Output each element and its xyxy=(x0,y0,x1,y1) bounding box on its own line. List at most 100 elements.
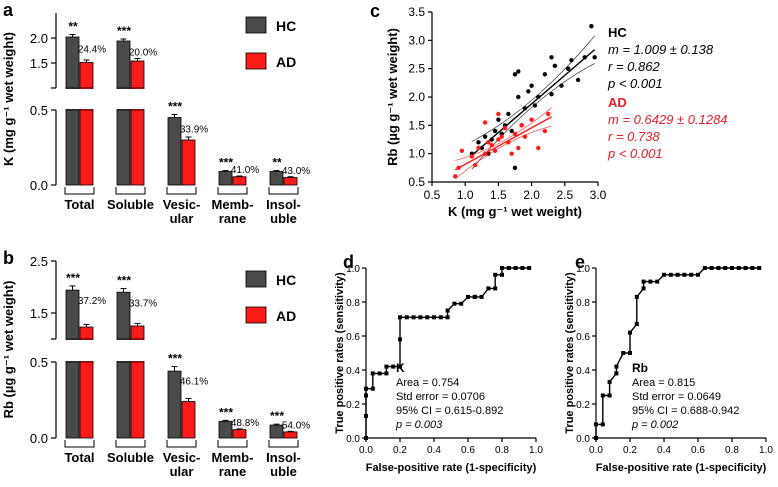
regression-stat-hc: r = 0.862 xyxy=(608,59,660,74)
axis-break-gap xyxy=(79,340,94,361)
x-category-label: ular xyxy=(170,211,194,226)
category-bracket xyxy=(166,187,197,195)
significance-marker: *** xyxy=(168,100,182,114)
roc-point xyxy=(493,272,498,277)
significance-marker: *** xyxy=(168,352,182,366)
x-tick-label: 1.0 xyxy=(759,445,773,456)
percent-decrease-label: 33.7% xyxy=(129,299,157,310)
bar-ad xyxy=(79,62,94,186)
y-tick-label: 1.5 xyxy=(30,56,48,71)
bar-ad xyxy=(181,139,196,186)
roc-point xyxy=(479,294,484,299)
axis-break-gap xyxy=(116,89,131,109)
scatter-point-hc xyxy=(506,111,511,117)
legend-swatch-hc xyxy=(245,270,267,288)
x-tick-label: 1.0 xyxy=(529,445,543,456)
y-tick-label: 1.0 xyxy=(408,147,425,161)
roc-area: Area = 0.754 xyxy=(396,377,459,389)
x-tick-label: 0.0 xyxy=(589,445,603,456)
x-tick-label: 2.0 xyxy=(523,188,540,202)
roc-std-error: Std error = 0.0706 xyxy=(396,391,485,403)
y-tick-label: 0.5 xyxy=(30,103,48,118)
legend-swatch-hc xyxy=(245,16,267,34)
x-category-label: Soluble xyxy=(107,450,154,465)
x-tick-label: 0.5 xyxy=(424,188,441,202)
bar-ad xyxy=(283,177,298,186)
scatter-point-ad xyxy=(459,148,465,154)
y-tick-label: 0.0 xyxy=(346,434,360,445)
roc-point xyxy=(607,393,612,398)
scatter-point-hc xyxy=(476,140,481,145)
roc-point xyxy=(600,422,605,427)
roc-point xyxy=(364,413,368,418)
percent-decrease-label: 37.2% xyxy=(78,296,106,307)
scatter-point-hc xyxy=(532,103,538,108)
x-category-label: Soluble xyxy=(107,197,154,212)
regression-stat-hc: p < 0.001 xyxy=(607,76,663,91)
regression-stat-hc: HC xyxy=(608,25,627,40)
scatter-point-hc xyxy=(526,89,531,94)
roc-point xyxy=(648,279,653,284)
x-axis-label: False-positive rate (1-specificity) xyxy=(366,462,537,474)
percent-decrease-label: 20.0% xyxy=(129,48,157,59)
x-tick-label: 0.2 xyxy=(393,445,407,456)
roc-point xyxy=(404,315,409,320)
category-bracket xyxy=(217,187,248,195)
roc-point xyxy=(594,422,598,427)
significance-marker: *** xyxy=(270,409,284,423)
bar-hc xyxy=(65,289,80,439)
y-tick-label: 2.0 xyxy=(408,90,425,104)
x-tick-label: 0.4 xyxy=(427,445,441,456)
regression-stat-ad: AD xyxy=(608,95,627,110)
x-category-label: rane xyxy=(219,464,246,479)
legend-label-hc: HC xyxy=(276,272,296,288)
scatter-point-hc xyxy=(516,69,521,74)
axis-break-gap xyxy=(130,89,145,109)
roc-point xyxy=(709,266,714,270)
roc-point xyxy=(757,266,762,270)
bar-ad xyxy=(232,429,247,439)
panel-label-e: e xyxy=(575,252,585,272)
y-tick-label: 3.0 xyxy=(408,33,425,47)
x-tick-label: 3.0 xyxy=(590,188,607,202)
significance-marker: *** xyxy=(117,24,131,38)
percent-decrease-label: 46.1% xyxy=(180,377,208,388)
y-tick-label: 0.8 xyxy=(346,298,360,309)
scatter-point-ad xyxy=(482,120,488,125)
y-axis-label: True positive rates (sensitivity) xyxy=(564,272,576,434)
roc-point xyxy=(716,266,721,270)
roc-confidence-interval: 95% CI = 0.615-0.892 xyxy=(396,405,503,417)
y-axis-label: K (mg g⁻¹ wet weight) xyxy=(1,32,16,166)
y-tick-label: 0.5 xyxy=(30,355,48,370)
roc-point xyxy=(472,294,477,299)
x-category-label: Vesic- xyxy=(163,197,201,212)
category-bracket xyxy=(115,440,146,448)
roc-point xyxy=(628,351,632,355)
roc-point xyxy=(398,315,402,320)
roc-point xyxy=(486,286,491,291)
roc-point xyxy=(750,266,755,270)
y-tick-label: 1.5 xyxy=(30,306,48,321)
roc-point xyxy=(614,371,619,376)
roc-std-error: Std error = 0.0649 xyxy=(632,391,721,403)
roc-point xyxy=(628,330,632,335)
roc-point xyxy=(506,266,511,270)
y-tick-label: 3.5 xyxy=(408,5,425,19)
category-bracket xyxy=(268,187,299,195)
scatter-point-hc xyxy=(575,77,581,83)
roc-point xyxy=(689,272,694,277)
scatter-point-ad xyxy=(496,137,501,142)
percent-decrease-label: 43.0% xyxy=(282,166,310,177)
scatter-point-hc xyxy=(512,165,518,171)
roc-point xyxy=(621,351,626,355)
roc-p-value: p = 0.003 xyxy=(395,419,443,431)
roc-point xyxy=(696,272,700,277)
axis-break-gap xyxy=(65,89,80,109)
significance-marker: *** xyxy=(219,156,233,170)
bar-ad xyxy=(130,60,145,186)
significance-marker: *** xyxy=(219,405,233,419)
y-tick-label: 0.4 xyxy=(576,366,590,377)
scatter-point-hc xyxy=(549,55,554,60)
x-category-label: Vesic- xyxy=(163,450,201,465)
